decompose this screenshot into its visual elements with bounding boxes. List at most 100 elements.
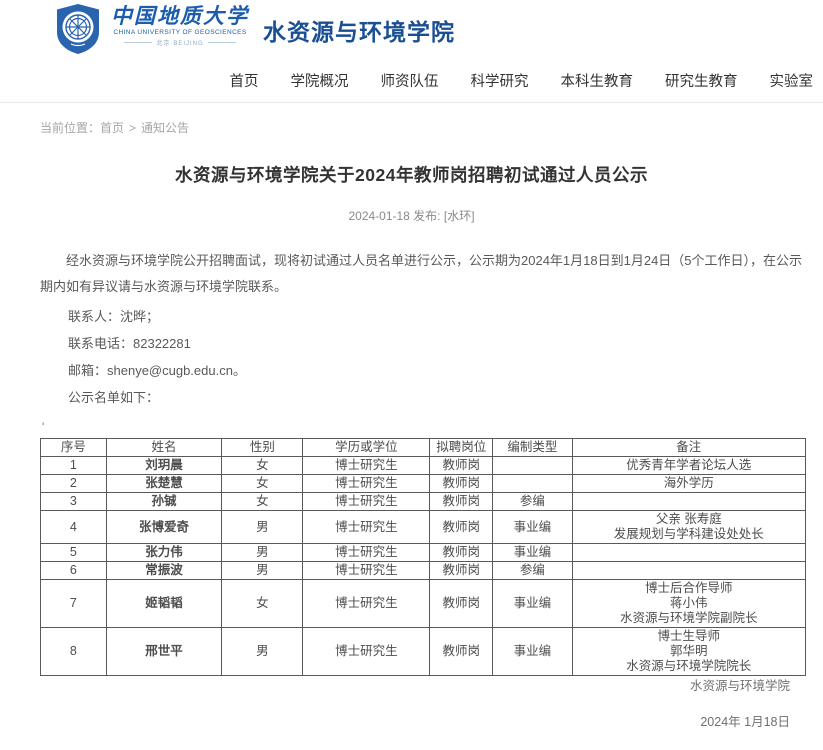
table-cell: 博士生导师 郭华明 水资源与环境学院院长 [571,627,807,676]
table-cell: 事业编 [492,543,573,562]
table-cell [571,543,807,562]
table-header-cell: 备注 [571,438,807,457]
table-header-row: 序号 姓名 性别 学历或学位 拟聘岗位 编制类型 备注 [40,438,807,457]
table-cell: 教师岗 [429,561,494,580]
table-cell: 事业编 [492,579,573,628]
table-cell: 教师岗 [429,492,494,511]
breadcrumb: 当前位置：首页 > 通知公告 [40,119,823,136]
university-name-en: CHINA UNIVERSITY OF GEOSCIENCES [113,29,247,36]
table-cell: 刘玥晨 [105,456,223,475]
table-row: 2 张楚慧女博士研究生 教师岗 海外学历 [40,474,807,493]
table-cell: 教师岗 [429,543,494,562]
table-cell: 博士研究生 [302,474,431,493]
table-cell: 教师岗 [429,510,494,544]
table-row: 8 邢世平男博士研究生 教师岗 事业编 博士生导师 郭华明 水资源与环境学院院长 [40,627,807,676]
table-cell: 4 [40,510,107,544]
table-cell: 父亲 张寿庭 发展规划与学科建设处处长 [571,510,807,544]
table-cell: 1 [40,456,107,475]
table-cell: 常振波 [105,561,223,580]
table-body: 1 刘玥晨女博士研究生 教师岗 优秀青年学者论坛人选 2 张楚慧女博士研究生 教师岗 海外学历… [40,456,807,676]
table-cell [571,492,807,511]
table-row: 6 常振波男博士研究生 教师岗 参编 [40,561,807,580]
table-cell: 女 [221,456,304,475]
table-cell: 参编 [492,561,573,580]
table-cell: 男 [221,561,304,580]
table-cell: 女 [221,492,304,511]
nav-item[interactable]: 科学研究 [470,73,529,90]
stray-mark: ' [42,420,45,434]
table-row: 3 孙铖女博士研究生 教师岗 参编 [40,492,807,511]
table-header-cell: 学历或学位 [302,438,431,457]
table-cell: 女 [221,474,304,493]
table-cell: 博士研究生 [302,510,431,544]
university-wordmark: 中国地质大学 CHINA UNIVERSITY OF GEOSCIENCES 北… [107,3,253,48]
university-location: 北京·BEIJING [124,38,235,47]
table-cell: 张博爱奇 [105,510,223,544]
table-cell: 男 [221,543,304,562]
table-cell: 博士后合作导师 蒋小伟 水资源与环境学院副院长 [571,579,807,628]
nav-item[interactable]: 本科生教育 [560,73,634,90]
table-cell: 孙铖 [105,492,223,511]
table-row: 7 姬韬韬女博士研究生 教师岗 事业编 博士后合作导师 蒋小伟 水资源与环境学院副院长 [40,579,807,628]
table-header-cell: 姓名 [105,438,223,457]
nav-menu: 首页 学院概况 师资队伍 科学研究 本科生教育 研究生教育 实验室 [0,58,823,103]
nav-item[interactable]: 首页 [229,73,259,90]
table-cell: 张力伟 [105,543,223,562]
table-header-cell: 序号 [40,438,107,457]
table-cell: 3 [40,492,107,511]
nav-item[interactable]: 研究生教育 [665,73,738,90]
list-intro: 公示名单如下： [68,390,160,405]
contact-email: 邮箱：shenye@cugb.edu.cn。 [68,363,246,378]
table-cell: 教师岗 [429,474,494,493]
table-cell: 2 [40,474,107,493]
page-title: 水资源与环境学院关于2024年教师岗招聘初试通过人员公示 [175,165,648,185]
table-cell: 8 [40,627,107,676]
table-cell: 博士研究生 [302,456,431,475]
table-cell: 教师岗 [429,456,494,475]
article-body: 经水资源与环境学院公开招聘面试，现将初试通过人员名单进行公示，公示期为2024年… [40,248,806,434]
table-cell: 6 [40,561,107,580]
table-cell: 教师岗 [429,579,494,628]
nav-item[interactable]: 实验室 [769,73,814,90]
table-header-cell: 拟聘岗位 [429,438,494,457]
table-row: 1 刘玥晨女博士研究生 教师岗 优秀青年学者论坛人选 [40,456,807,475]
breadcrumb-separator: > [129,121,137,135]
candidate-table: 序号 姓名 性别 学历或学位 拟聘岗位 编制类型 备注 1 刘玥晨女博士研究生 教师岗 优秀青年学… [40,438,807,676]
breadcrumb-home-link[interactable]: 首页 [100,121,125,135]
doc-footer: 水资源与环境学院 2024年 1月18日 [690,675,790,730]
nav-item[interactable]: 学院概况 [290,73,349,90]
table-cell: 博士研究生 [302,579,431,628]
table-header-cell: 性别 [221,438,304,457]
table-cell: 博士研究生 [302,561,431,580]
table-cell: 优秀青年学者论坛人选 [571,456,807,475]
table-cell [492,456,573,475]
table-row: 5 张力伟男博士研究生 教师岗 事业编 [40,543,807,562]
university-emblem-icon [57,4,99,54]
table-cell: 邢世平 [105,627,223,676]
table-cell: 男 [221,627,304,676]
article-meta: 2024-01-18 发布: [水环] [348,209,475,223]
breadcrumb-current-link[interactable]: 通知公告 [141,121,190,135]
table-cell: 姬韬韬 [105,579,223,628]
nav-item[interactable]: 师资队伍 [380,73,439,90]
site-header: 中国地质大学 CHINA UNIVERSITY OF GEOSCIENCES 北… [0,0,823,58]
table-cell: 7 [40,579,107,628]
university-name-cn: 中国地质大学 [111,3,249,28]
footer-date: 2024年 1月18日 [700,715,790,729]
table-cell: 海外学历 [571,474,807,493]
footer-signature: 水资源与环境学院 [689,679,790,693]
announcement-paragraph: 经水资源与环境学院公开招聘面试，现将初试通过人员名单进行公示，公示期为2024年… [40,253,803,294]
table-cell: 博士研究生 [302,627,431,676]
table-cell: 博士研究生 [302,492,431,511]
breadcrumb-prefix: 当前位置： [40,121,101,135]
contact-person: 联系人：沈晔； [68,309,160,324]
table-cell: 博士研究生 [302,543,431,562]
contact-phone: 联系电话：82322281 [68,336,191,351]
table-cell: 张楚慧 [105,474,223,493]
table-cell: 事业编 [492,510,573,544]
table-cell: 事业编 [492,627,573,676]
college-name: 水资源与环境学院 [263,19,455,45]
table-row: 4 张博爱奇男博士研究生 教师岗 事业编 父亲 张寿庭 发展规划与学科建设处处长 [40,510,807,544]
table-cell: 教师岗 [429,627,494,676]
table-cell [571,561,807,580]
